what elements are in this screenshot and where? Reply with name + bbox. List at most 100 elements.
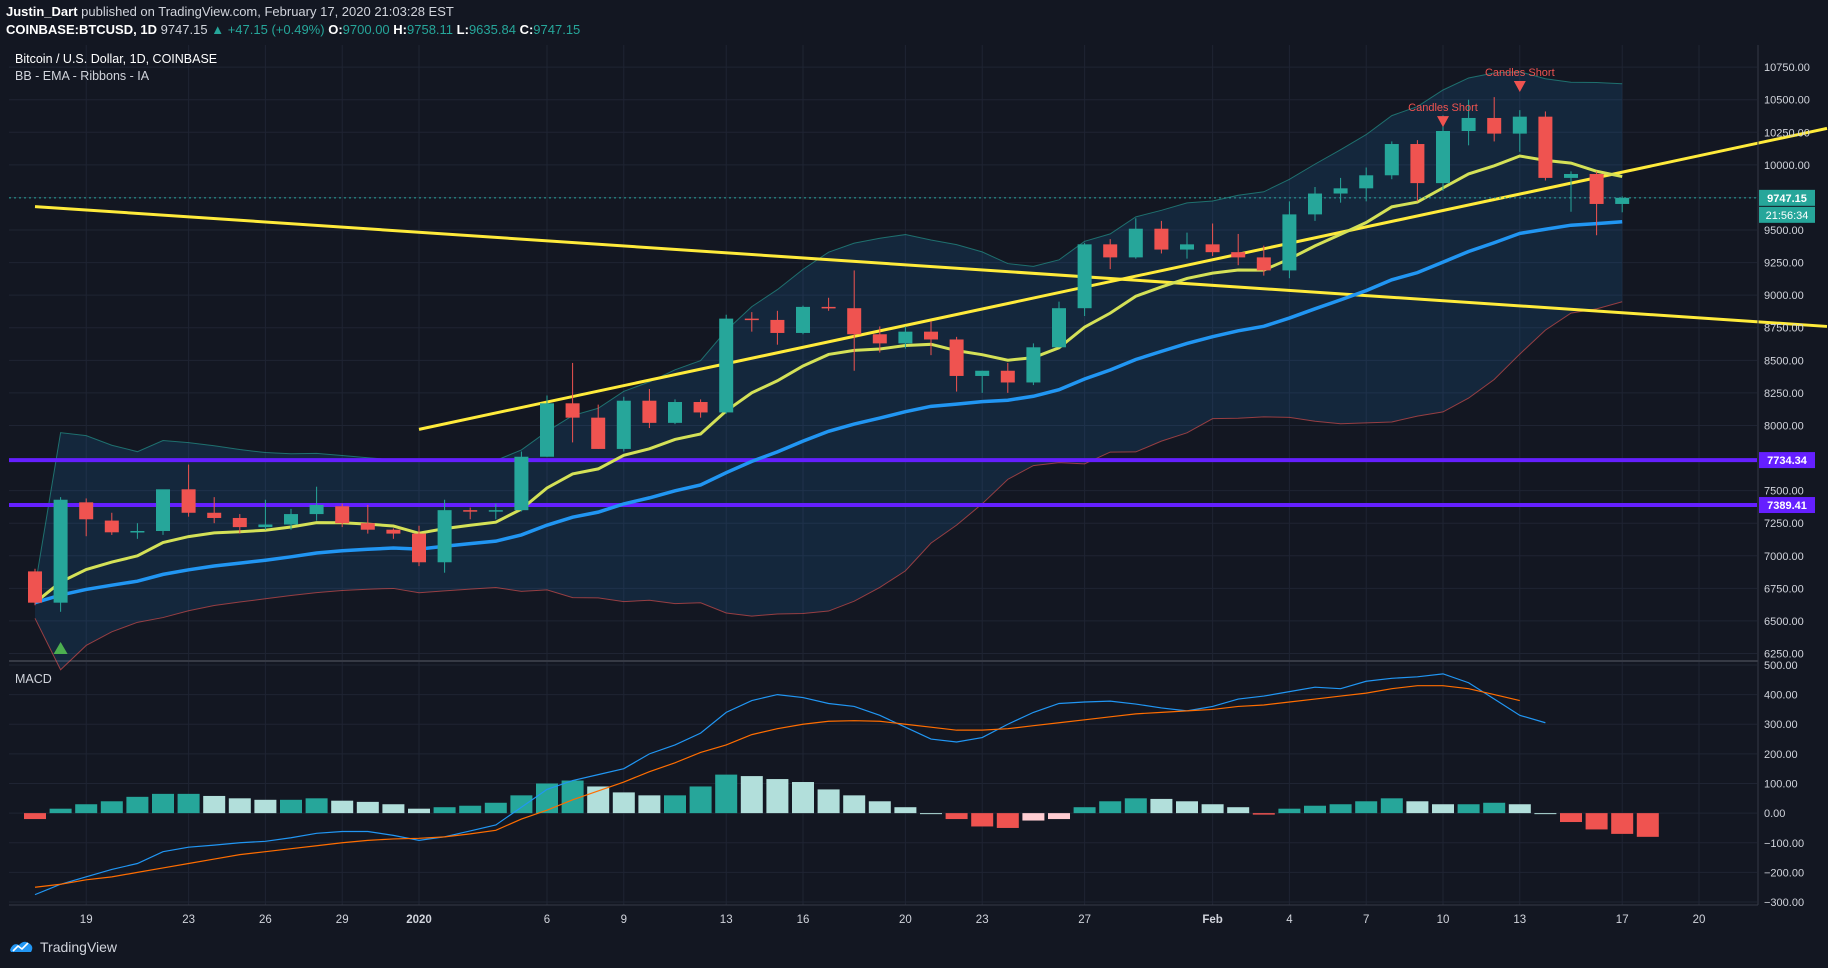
histogram-bar <box>894 807 917 814</box>
time-tick-label: 16 <box>797 914 810 926</box>
last-price-tag: 9747.15 <box>1767 193 1807 205</box>
candle-body <box>360 523 375 530</box>
close-value: 9747.15 <box>533 22 581 37</box>
price-tick-label: 10000.00 <box>1764 160 1810 172</box>
candles <box>28 97 1630 612</box>
candle-body <box>1384 144 1399 176</box>
histogram-bar <box>1483 802 1506 814</box>
l-label: L: <box>456 22 469 37</box>
time-tick-label: 13 <box>720 914 733 926</box>
histogram-bar <box>1560 813 1582 823</box>
candle-body <box>79 502 94 520</box>
candle-body <box>1333 188 1348 194</box>
candle-body <box>1052 308 1066 348</box>
countdown-tag: 21:56:34 <box>1766 210 1809 222</box>
histogram-bar <box>868 801 891 814</box>
histogram-bar <box>1073 807 1096 814</box>
histogram-bar <box>1124 798 1147 814</box>
histogram-bar <box>1636 813 1659 837</box>
candle-body <box>1589 173 1604 204</box>
candle-body <box>975 370 990 376</box>
histogram-bar <box>1355 801 1378 814</box>
candle-body <box>130 531 145 533</box>
histogram-bar <box>766 779 789 814</box>
macd-tick-label: 200.00 <box>1764 749 1798 761</box>
candle-body <box>693 402 708 413</box>
o-label: O: <box>328 22 343 37</box>
footer-brand[interactable]: TradingView <box>8 938 117 956</box>
macd-tick-label: 100.00 <box>1764 779 1798 791</box>
candle-body <box>463 510 478 512</box>
histogram-bar <box>356 801 379 814</box>
candle-body <box>591 417 606 449</box>
candle-body <box>642 400 657 423</box>
price-tick-label: 9500.00 <box>1764 225 1804 237</box>
candle-body <box>1282 214 1297 271</box>
histogram-bar <box>1406 801 1429 814</box>
candle-body <box>258 524 273 528</box>
histogram-bar <box>1022 813 1045 821</box>
candle-body <box>207 512 222 518</box>
countdown-tag-bg <box>1759 206 1815 223</box>
chart-title: Bitcoin / U.S. Dollar, 1D, COINBASE <box>15 52 218 66</box>
histogram-bar <box>1329 804 1352 814</box>
time-tick-label: Feb <box>1202 914 1222 926</box>
macd-tick-label: −200.00 <box>1764 867 1804 879</box>
price-tick-label: 10250.00 <box>1764 127 1810 139</box>
histogram-bar <box>49 808 72 814</box>
symbol: COINBASE:BTCUSD, 1D <box>6 22 157 37</box>
candle-body <box>847 308 862 335</box>
histogram-bar <box>1432 804 1454 814</box>
candle-body <box>28 571 42 603</box>
time-tick-label: 29 <box>336 914 349 926</box>
time-tick-label: 26 <box>259 914 272 926</box>
candle-body <box>949 339 964 376</box>
candle-body <box>1231 252 1246 258</box>
histogram-bar <box>740 776 763 814</box>
histogram-bar <box>433 807 456 814</box>
signal-line <box>34 685 1520 888</box>
candle-body <box>1538 116 1553 178</box>
author[interactable]: Justin_Dart <box>6 4 78 19</box>
time-tick-label: 20 <box>1693 914 1706 926</box>
short-signal-triangle-icon <box>1513 80 1526 92</box>
candle-body <box>770 319 785 333</box>
histogram-bar <box>715 774 738 814</box>
h-label: H: <box>393 22 407 37</box>
candles-short-label-2: Candles Short <box>1485 67 1555 79</box>
level-tag-1-bg <box>1759 452 1815 469</box>
low-value: 9635.84 <box>468 22 516 37</box>
histogram-bar <box>1585 813 1608 830</box>
histogram-bar <box>971 813 994 827</box>
macd-line <box>34 673 1546 896</box>
histogram-bar <box>843 795 866 814</box>
candle-body <box>872 334 887 344</box>
candle-body <box>1000 370 1015 383</box>
chart-legend: Bitcoin / U.S. Dollar, 1D, COINBASE BB -… <box>15 51 217 85</box>
macd-histogram <box>24 774 1659 837</box>
price-tick-label: 7000.00 <box>1764 551 1804 563</box>
time-tick-label: 27 <box>1078 914 1091 926</box>
time-tick-label: 6 <box>544 914 550 926</box>
histogram-bar <box>1611 813 1634 834</box>
candle-body <box>1154 228 1169 250</box>
histogram-bar <box>484 802 507 814</box>
price-tick-label: 10500.00 <box>1764 95 1810 107</box>
candle-body <box>412 533 426 563</box>
histogram-bar <box>305 798 328 814</box>
level-tag-1: 7734.34 <box>1767 455 1808 467</box>
indicator-list[interactable]: BB - EMA - Ribbons - IA <box>15 69 150 83</box>
histogram-bar <box>1048 813 1070 820</box>
histogram-bar <box>203 795 226 814</box>
candle-body <box>1256 257 1271 271</box>
macd-label[interactable]: MACD <box>15 672 52 686</box>
trend-line-1 <box>34 205 1828 328</box>
histogram-bar <box>459 805 482 814</box>
candle-body <box>616 400 631 449</box>
price-tick-label: 8500.00 <box>1764 355 1804 367</box>
candle-body <box>1180 244 1194 250</box>
candle-body <box>1077 244 1092 309</box>
level-tag-2: 7389.41 <box>1767 500 1807 512</box>
histogram-bar <box>817 789 840 814</box>
